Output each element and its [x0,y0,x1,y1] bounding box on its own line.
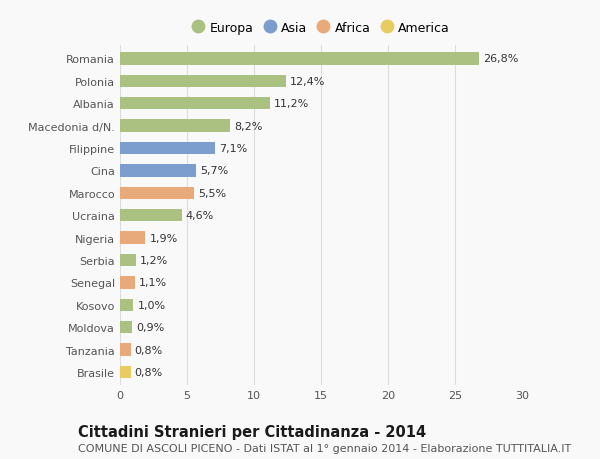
Bar [120,299,133,311]
Bar [120,165,196,177]
Text: 0,8%: 0,8% [135,367,163,377]
Text: 1,2%: 1,2% [140,255,169,265]
Bar [120,143,215,155]
Bar [120,344,131,356]
Text: 0,8%: 0,8% [135,345,163,355]
Text: Cittadini Stranieri per Cittadinanza - 2014: Cittadini Stranieri per Cittadinanza - 2… [78,425,426,440]
Bar [120,232,145,244]
Text: 7,1%: 7,1% [219,144,247,154]
Bar [120,98,270,110]
Text: 5,7%: 5,7% [200,166,229,176]
Text: COMUNE DI ASCOLI PICENO - Dati ISTAT al 1° gennaio 2014 - Elaborazione TUTTITALI: COMUNE DI ASCOLI PICENO - Dati ISTAT al … [78,443,571,453]
Legend: Europa, Asia, Africa, America: Europa, Asia, Africa, America [188,18,454,39]
Bar [120,76,286,88]
Bar [120,321,132,334]
Text: 5,5%: 5,5% [198,188,226,198]
Text: 8,2%: 8,2% [234,121,262,131]
Text: 11,2%: 11,2% [274,99,310,109]
Bar [120,120,230,133]
Bar [120,254,136,267]
Text: 1,1%: 1,1% [139,278,167,288]
Text: 1,0%: 1,0% [137,300,166,310]
Text: 0,9%: 0,9% [136,323,164,332]
Bar [120,53,479,66]
Bar [120,210,182,222]
Bar [120,187,194,200]
Text: 4,6%: 4,6% [185,211,214,221]
Bar [120,277,135,289]
Text: 1,9%: 1,9% [149,233,178,243]
Bar [120,366,131,378]
Text: 12,4%: 12,4% [290,77,326,87]
Text: 26,8%: 26,8% [483,54,518,64]
